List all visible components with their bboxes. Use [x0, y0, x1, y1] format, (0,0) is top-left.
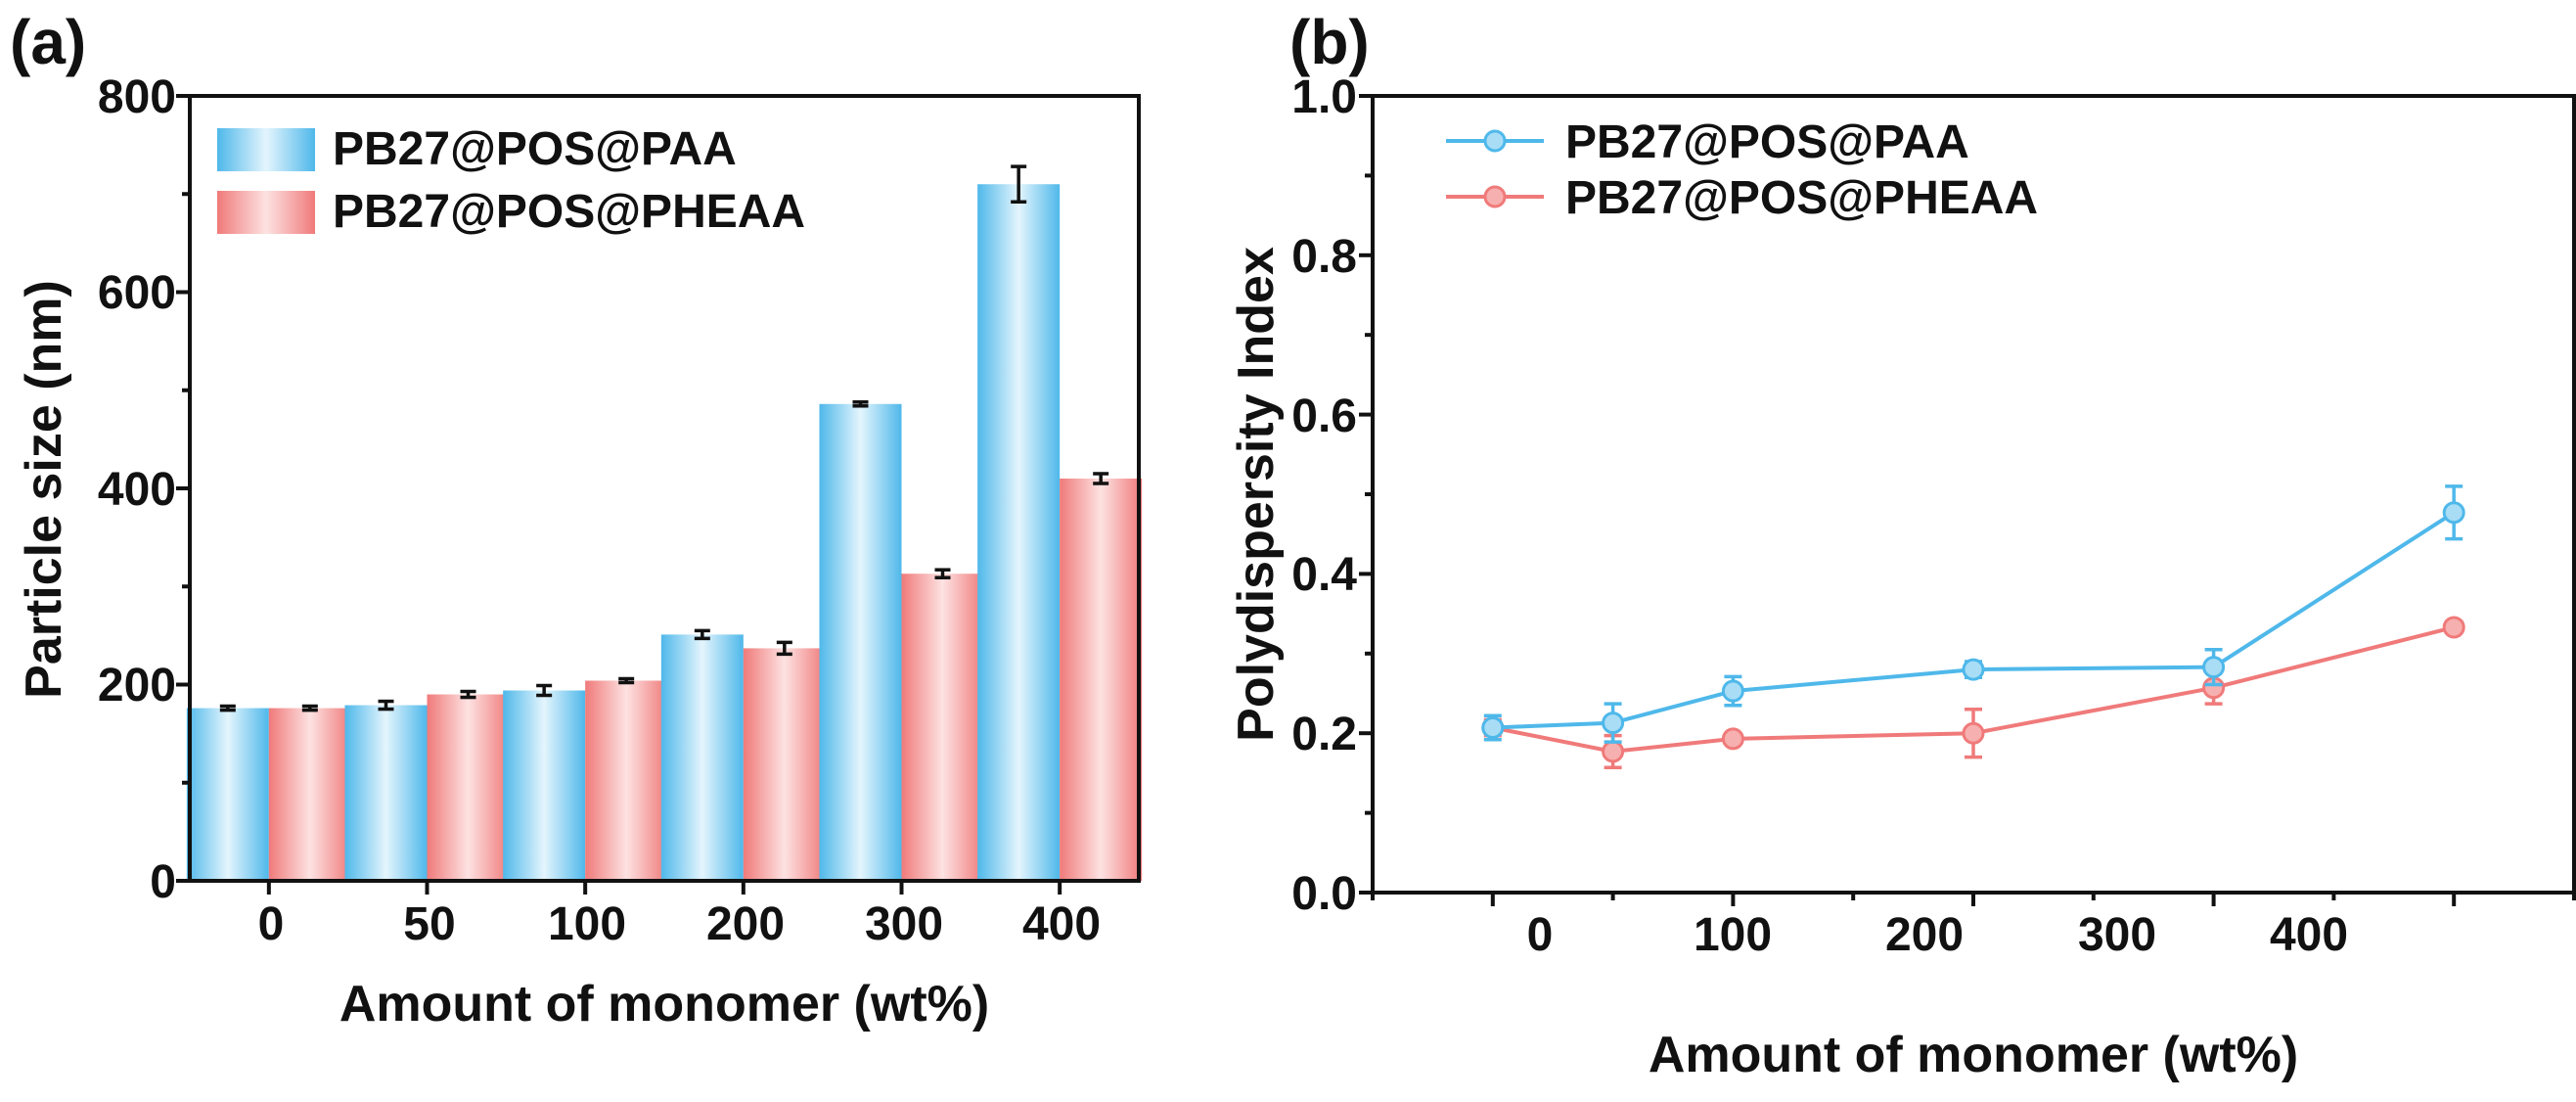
legend-swatch-pheaa — [217, 191, 315, 234]
panel-b-xtick-label: 400 — [2270, 909, 2348, 961]
panel-b-label: (b) — [1289, 7, 1370, 77]
panel-a-bars — [186, 184, 1143, 882]
panel-a-plot-frame — [188, 94, 1141, 883]
panel-b-plot-frame — [1371, 94, 2576, 895]
panel-b-ytick-label: 0.4 — [1291, 549, 1357, 601]
legend-label-pheaa: PB27@POS@PHEAA — [1565, 172, 2038, 224]
panel-b-ytick-label: 0.2 — [1291, 709, 1357, 760]
panel-a-xtick-label: 300 — [865, 898, 943, 950]
error-bar — [219, 704, 236, 712]
panel-b-ticks — [1359, 94, 2576, 906]
point-paa — [1481, 716, 1505, 740]
bar-pheaa — [743, 648, 826, 881]
bar-paa — [819, 403, 902, 881]
point-paa — [1602, 712, 1625, 735]
panel-b-legend: PB27@POS@PAA PB27@POS@PHEAA — [1446, 116, 2038, 224]
panel-b-y-axis-title: Polydispersity Index — [1228, 247, 1285, 742]
bar-paa — [503, 690, 586, 881]
panel-b-xtick-label: 300 — [2078, 909, 2156, 961]
error-bar — [934, 568, 951, 579]
bar-paa — [660, 634, 744, 881]
panel-a-xtick-label: 0 — [258, 898, 285, 950]
panel-b-x-axis-title: Amount of monomer (wt%) — [1649, 1027, 2298, 1083]
error-bar — [1093, 472, 1109, 485]
panel-a-ytick-label: 800 — [98, 71, 176, 123]
error-bar — [776, 640, 792, 657]
panel-b-line-chart: (b) 0.0 0.2 0.4 0.6 0.8 1.0 0 100 200 30… — [1228, 7, 2576, 1083]
panel-a-xtick-label: 50 — [403, 898, 455, 950]
panel-b-lines — [1481, 484, 2465, 769]
bar-pheaa — [901, 574, 984, 881]
panel-b-xtick-label: 100 — [1694, 909, 1772, 961]
point-pheaa — [2442, 616, 2465, 639]
panel-a-xtick-label: 100 — [548, 898, 626, 950]
series-line-pheaa — [1492, 624, 2455, 754]
panel-a-ticks — [176, 94, 1062, 895]
bar-paa — [186, 708, 269, 881]
panel-a-ytick-label: 400 — [98, 464, 176, 516]
panel-b-ytick-label: 0.0 — [1291, 868, 1357, 920]
panel-a-ytick-label: 600 — [98, 267, 176, 319]
legend-marker-pheaa — [1483, 185, 1507, 208]
panel-a-label: (a) — [10, 7, 86, 77]
error-bar — [536, 683, 553, 698]
panel-b-ytick-label: 0.8 — [1291, 231, 1357, 283]
legend-label-pheaa: PB27@POS@PHEAA — [333, 186, 805, 238]
point-pheaa — [1602, 740, 1625, 763]
panel-a-xtick-label: 400 — [1022, 898, 1101, 950]
panel-a-x-axis-title: Amount of monomer (wt%) — [339, 976, 989, 1033]
point-paa — [1721, 679, 1744, 703]
error-bar — [694, 628, 710, 641]
panel-a-ytick-label: 200 — [98, 660, 176, 712]
panel-a-ytick-label: 0 — [150, 856, 176, 908]
legend-swatch-paa — [217, 128, 315, 171]
point-paa — [2442, 501, 2465, 525]
error-bar — [460, 689, 476, 700]
legend-label-paa: PB27@POS@PAA — [1565, 116, 1969, 168]
error-bar — [301, 704, 318, 712]
legend-label-paa: PB27@POS@PAA — [333, 123, 737, 175]
bar-pheaa — [1060, 478, 1143, 881]
panel-a-xtick-label: 200 — [706, 898, 785, 950]
bar-pheaa — [427, 694, 510, 881]
panel-a-y-axis-title: Particle size (nm) — [16, 280, 72, 699]
panel-b-xtick-label: 0 — [1527, 909, 1554, 961]
error-bar — [852, 400, 869, 408]
point-paa — [2202, 656, 2226, 679]
legend-marker-paa — [1483, 129, 1507, 153]
error-bar — [378, 699, 394, 712]
panel-a-error-bars — [219, 164, 1109, 712]
bar-pheaa — [585, 680, 668, 881]
panel-b-ytick-label: 0.6 — [1291, 390, 1357, 442]
series-line-paa — [1492, 511, 2456, 730]
point-pheaa — [1962, 721, 1985, 745]
panel-a-legend: PB27@POS@PAA PB27@POS@PHEAA — [217, 123, 805, 238]
panel-b-xtick-label: 200 — [1885, 909, 1964, 961]
error-bar — [1011, 164, 1027, 205]
bar-paa — [344, 705, 428, 881]
error-bar — [618, 676, 635, 685]
point-paa — [1962, 658, 1985, 681]
panel-b-ytick-label: 1.0 — [1291, 71, 1357, 123]
bar-pheaa — [268, 708, 351, 881]
panel-a-bar-chart: (a) 0 200 400 600 800 0 50 100 200 300 4… — [10, 7, 1143, 1033]
point-pheaa — [1721, 727, 1744, 751]
bar-paa — [977, 184, 1061, 882]
